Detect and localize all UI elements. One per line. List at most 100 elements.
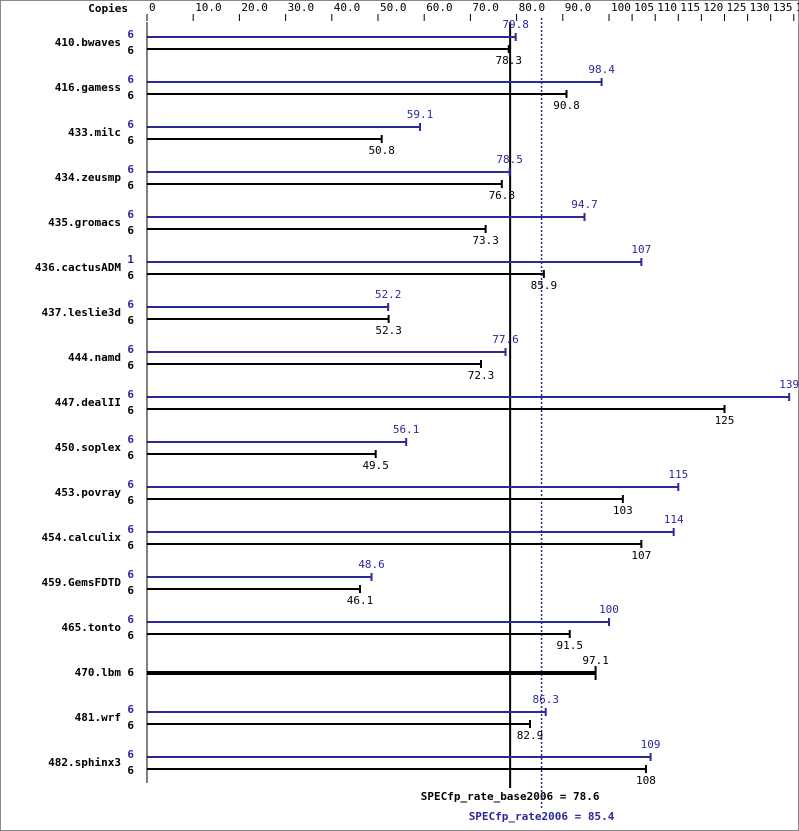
value-label: 139 (779, 378, 799, 391)
copies-label: 6 (127, 163, 134, 176)
category-label: 435.gromacs (48, 216, 121, 229)
copies-label: 6 (127, 539, 134, 552)
reference-label: SPECfp_rate2006 = 85.4 (469, 810, 615, 823)
copies-label: 6 (127, 449, 134, 462)
x-tick-label: 10.0 (195, 1, 222, 14)
copies-label: 6 (127, 478, 134, 491)
x-tick-label: 125 (727, 1, 747, 14)
x-tick-label: 120 (703, 1, 723, 14)
value-label: 73.3 (472, 234, 499, 247)
value-label: 50.8 (368, 144, 395, 157)
category-label: 453.povray (55, 486, 122, 499)
category-label: 459.GemsFDTD (42, 576, 122, 589)
x-tick-label: 110 (657, 1, 677, 14)
value-label: 100 (599, 603, 619, 616)
x-tick-label: 80.0 (519, 1, 546, 14)
value-label: 56.1 (393, 423, 420, 436)
value-label: 108 (636, 774, 656, 787)
value-label: 78.3 (495, 54, 522, 67)
x-tick-label: 40.0 (334, 1, 361, 14)
copies-label: 6 (127, 584, 134, 597)
value-label: 72.3 (468, 369, 495, 382)
value-label: 97.1 (582, 654, 609, 667)
value-label: 52.2 (375, 288, 402, 301)
category-label: 481.wrf (75, 711, 121, 724)
category-label: 410.bwaves (55, 36, 121, 49)
x-tick-label: 135 (773, 1, 793, 14)
copies-label: 6 (127, 629, 134, 642)
copies-label: 6 (127, 89, 134, 102)
value-label: 114 (664, 513, 684, 526)
x-tick-label: 130 (750, 1, 770, 14)
value-label: 48.6 (358, 558, 385, 571)
copies-label: 6 (127, 764, 134, 777)
category-label: 437.leslie3d (42, 306, 121, 319)
value-label: 86.3 (532, 693, 559, 706)
copies-label: 6 (127, 719, 134, 732)
copies-label: 6 (127, 404, 134, 417)
value-label: 107 (631, 243, 651, 256)
category-label: 444.namd (68, 351, 121, 364)
value-label: 125 (715, 414, 735, 427)
category-label: 482.sphinx3 (48, 756, 121, 769)
x-tick-label: 70.0 (472, 1, 499, 14)
value-label: 78.5 (496, 153, 523, 166)
copies-label: 6 (127, 494, 134, 507)
value-label: 77.6 (492, 333, 519, 346)
copies-label: 6 (127, 523, 134, 536)
category-label: 416.gamess (55, 81, 121, 94)
copies-header: Copies (88, 2, 128, 15)
x-tick-label: 30.0 (288, 1, 315, 14)
copies-label: 6 (127, 298, 134, 311)
x-tick-label: 115 (680, 1, 700, 14)
value-label: 107 (631, 549, 651, 562)
copies-label: 6 (127, 568, 134, 581)
copies-label: 6 (127, 666, 134, 679)
copies-label: 6 (127, 388, 134, 401)
copies-label: 6 (127, 359, 134, 372)
category-label: 470.lbm (75, 666, 122, 679)
value-label: 52.3 (375, 324, 402, 337)
copies-label: 6 (127, 613, 134, 626)
value-label: 90.8 (553, 99, 580, 112)
value-label: 82.9 (517, 729, 544, 742)
value-label: 49.5 (362, 459, 389, 472)
value-label: 76.8 (489, 189, 516, 202)
reference-label: SPECfp_rate_base2006 = 78.6 (421, 790, 600, 803)
copies-label: 6 (127, 748, 134, 761)
copies-label: 6 (127, 134, 134, 147)
copies-label: 6 (127, 73, 134, 86)
value-label: 85.9 (531, 279, 558, 292)
value-label: 109 (641, 738, 661, 751)
copies-label: 6 (127, 703, 134, 716)
copies-label: 6 (127, 343, 134, 356)
category-label: 454.calculix (42, 531, 122, 544)
x-tick-label: 0 (149, 1, 156, 14)
copies-label: 6 (127, 208, 134, 221)
value-label: 79.8 (502, 18, 529, 31)
x-tick-label: 20.0 (241, 1, 268, 14)
x-tick-label: 60.0 (426, 1, 453, 14)
x-tick-label: 90.0 (565, 1, 592, 14)
value-label: 103 (613, 504, 633, 517)
value-label: 59.1 (407, 108, 434, 121)
category-label: 450.soplex (55, 441, 122, 454)
x-tick-label: 105 (634, 1, 654, 14)
value-label: 98.4 (588, 63, 615, 76)
copies-label: 6 (127, 28, 134, 41)
value-label: 115 (668, 468, 688, 481)
copies-label: 6 (127, 224, 134, 237)
copies-label: 6 (127, 314, 134, 327)
copies-label: 6 (127, 44, 134, 57)
category-label: 433.milc (68, 126, 121, 139)
value-label: 46.1 (347, 594, 374, 607)
x-tick-label: 140 (796, 1, 799, 14)
category-label: 465.tonto (61, 621, 121, 634)
copies-label: 1 (127, 253, 134, 266)
category-label: 436.cactusADM (35, 261, 121, 274)
copies-label: 6 (127, 179, 134, 192)
copies-label: 6 (127, 433, 134, 446)
copies-label: 6 (127, 269, 134, 282)
